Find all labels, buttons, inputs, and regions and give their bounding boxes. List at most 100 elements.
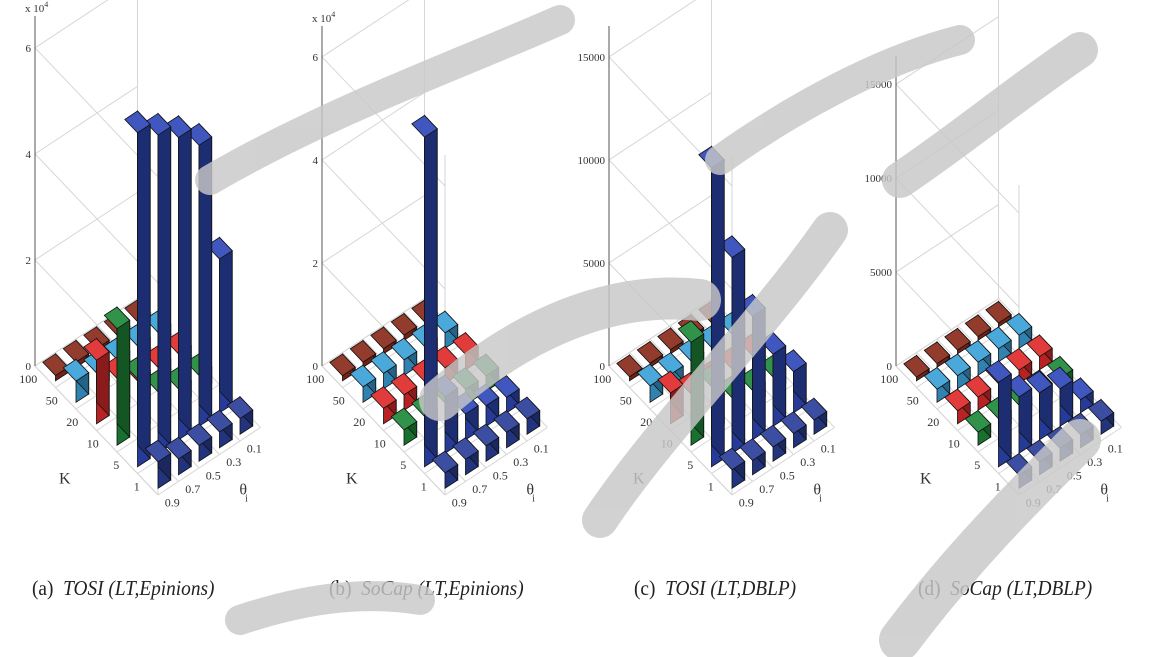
bar-face	[329, 353, 356, 377]
bar-face	[985, 300, 1012, 324]
bar-face	[83, 337, 110, 361]
caption-args: (LT,DBLP)	[1006, 576, 1093, 600]
bar	[206, 409, 233, 449]
bar	[329, 352, 356, 382]
bar	[62, 358, 90, 404]
bar-face	[1005, 312, 1033, 336]
bar	[1046, 366, 1074, 428]
caption-args: (LT,Epinions)	[108, 576, 215, 600]
k-tick-label: 100	[593, 372, 611, 386]
k-tick-label: 50	[46, 393, 58, 407]
bar-face	[944, 353, 971, 377]
bar-face	[144, 439, 172, 463]
theta-tick-label: 0.3	[226, 455, 241, 469]
z-tick-label: 15000	[578, 52, 606, 64]
grid-line	[34, 298, 138, 367]
bar-face	[42, 353, 69, 377]
bar-face	[349, 339, 377, 363]
bar	[390, 337, 418, 377]
k-tick-label: 20	[927, 415, 939, 429]
z-tick-label: 0	[313, 361, 319, 373]
bar	[165, 114, 192, 441]
k-tick-label: 5	[400, 458, 406, 472]
z-tick-label: 10000	[578, 155, 606, 167]
grid-line	[895, 298, 999, 367]
bars	[42, 110, 254, 490]
bar-face	[964, 339, 992, 363]
bar-face	[103, 306, 131, 330]
theta-tick-label: 0.7	[472, 482, 487, 496]
bar	[185, 422, 213, 463]
k-tick-label: 20	[66, 415, 78, 429]
bar	[923, 340, 951, 369]
bar	[1087, 398, 1115, 436]
bar	[1026, 333, 1053, 371]
bar-face	[370, 326, 397, 350]
caption-b: (b) SoCap (LT,Epinions)	[329, 576, 524, 601]
caption-a: (a) TOSI (LT,Epinions)	[32, 576, 214, 601]
k-axis-label: K	[346, 470, 358, 487]
bar	[452, 436, 479, 476]
theta-subscript: i	[245, 493, 248, 504]
bar	[985, 359, 1012, 468]
grid-line	[157, 427, 261, 496]
theta-tick-label: 0.3	[800, 455, 815, 469]
grid-line	[608, 195, 712, 264]
theta-tick-label: 0.7	[185, 482, 200, 496]
theta-tick-label: 0.1	[534, 441, 549, 455]
z-tick-label: 6	[313, 52, 319, 64]
bar	[431, 450, 459, 490]
bar-face	[62, 339, 90, 363]
bar	[370, 350, 397, 390]
bar-face	[944, 388, 971, 412]
z-tick-label: 2	[26, 255, 32, 267]
bar-face	[390, 337, 418, 361]
bar-face	[124, 110, 151, 134]
theta-subscript: i	[819, 493, 822, 504]
caption-method: TOSI	[665, 576, 706, 600]
bar-face	[1046, 366, 1074, 390]
caption-label: (a)	[32, 576, 54, 600]
theta-tick-label: 0.7	[1046, 482, 1061, 496]
bar	[390, 407, 418, 447]
bar	[390, 372, 418, 412]
bar	[144, 112, 172, 455]
k-tick-label: 20	[640, 415, 652, 429]
k-axis-label: K	[920, 470, 932, 487]
grid-line	[34, 0, 109, 49]
k-tick-label: 5	[974, 458, 980, 472]
grid-line	[321, 365, 446, 496]
bar-face	[944, 327, 971, 351]
chart-d: 050001000015000Number of influenced node…	[865, 0, 1123, 509]
grid-line	[34, 85, 138, 155]
bar-face	[964, 374, 992, 398]
bar	[206, 236, 233, 414]
theta-subscript: i	[532, 493, 535, 504]
theta-tick-label: 0.3	[1087, 455, 1102, 469]
k-tick-label: 20	[353, 415, 365, 429]
bar-face	[219, 236, 233, 406]
bar	[944, 387, 971, 425]
bar-face	[731, 234, 746, 446]
caption-c: (c) TOSI (LT,DBLP)	[634, 576, 796, 601]
grid-line	[321, 0, 410, 58]
bar	[103, 305, 131, 447]
theta-tick-label: 0.1	[247, 441, 262, 455]
k-tick-label: 10	[87, 436, 99, 450]
bar-face	[370, 351, 397, 374]
bar	[185, 122, 213, 428]
bar-face	[923, 341, 951, 365]
bar-face	[83, 326, 110, 350]
k-tick-label: 1	[421, 479, 427, 493]
panel-d: 050001000015000Number of influenced node…	[861, 0, 1148, 657]
k-tick-label: 5	[113, 458, 119, 472]
bars	[329, 114, 541, 490]
k-tick-label: 5	[687, 458, 693, 472]
grid-line	[321, 298, 425, 367]
bar-face	[452, 437, 479, 460]
grid-line	[895, 177, 1020, 308]
